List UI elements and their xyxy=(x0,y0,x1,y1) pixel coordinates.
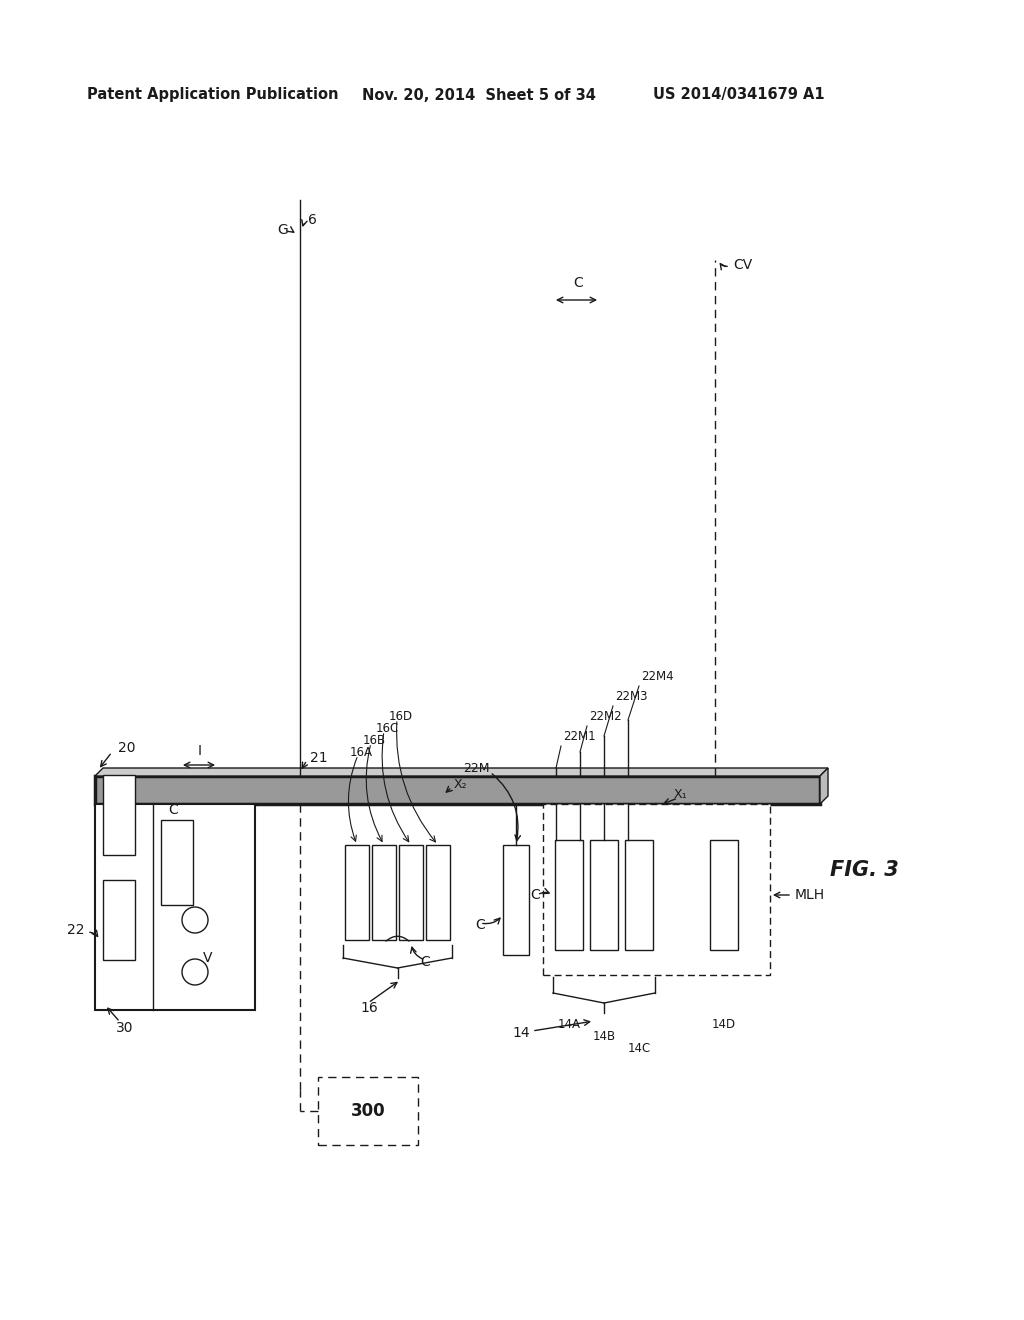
Bar xyxy=(103,880,135,960)
Text: FIG. 3: FIG. 3 xyxy=(830,861,899,880)
Text: C: C xyxy=(168,803,178,817)
Text: CV: CV xyxy=(733,257,753,272)
Text: C: C xyxy=(475,917,485,932)
Text: MLH: MLH xyxy=(795,888,825,902)
Text: 20: 20 xyxy=(118,741,135,755)
Text: C: C xyxy=(420,954,430,969)
Bar xyxy=(161,820,193,906)
Text: I: I xyxy=(198,744,202,758)
Text: 16A: 16A xyxy=(350,746,373,759)
Bar xyxy=(503,845,529,954)
Bar xyxy=(590,840,618,950)
Bar xyxy=(555,840,583,950)
Text: 14B: 14B xyxy=(593,1031,615,1044)
Text: 14: 14 xyxy=(512,1026,530,1040)
Text: 21: 21 xyxy=(310,751,328,766)
Polygon shape xyxy=(820,768,828,804)
Circle shape xyxy=(182,960,208,985)
Text: Nov. 20, 2014  Sheet 5 of 34: Nov. 20, 2014 Sheet 5 of 34 xyxy=(362,87,596,103)
Bar xyxy=(543,804,770,975)
Bar xyxy=(95,776,820,804)
Text: US 2014/0341679 A1: US 2014/0341679 A1 xyxy=(653,87,824,103)
Text: 30: 30 xyxy=(117,1020,134,1035)
Bar xyxy=(318,1077,418,1144)
Text: X₂: X₂ xyxy=(454,779,468,792)
Text: 16D: 16D xyxy=(389,710,413,722)
Text: 14C: 14C xyxy=(628,1043,650,1056)
Text: 22M1: 22M1 xyxy=(563,730,596,742)
Text: Patent Application Publication: Patent Application Publication xyxy=(87,87,339,103)
Bar xyxy=(710,840,738,950)
Polygon shape xyxy=(95,768,828,776)
Bar xyxy=(372,845,396,940)
Text: 16: 16 xyxy=(360,1001,378,1015)
Bar xyxy=(399,845,423,940)
Text: C: C xyxy=(530,888,540,902)
Bar xyxy=(426,845,450,940)
Text: 16B: 16B xyxy=(362,734,386,747)
Text: 22: 22 xyxy=(68,923,85,937)
Text: V: V xyxy=(203,950,213,965)
Text: G: G xyxy=(278,223,288,238)
Text: C: C xyxy=(573,276,583,290)
Text: 14D: 14D xyxy=(712,1019,736,1031)
Text: 22M: 22M xyxy=(464,762,490,775)
Text: 22M3: 22M3 xyxy=(615,689,647,702)
Bar xyxy=(103,775,135,855)
Text: 16C: 16C xyxy=(376,722,399,734)
Bar xyxy=(345,845,369,940)
Text: 14A: 14A xyxy=(557,1019,581,1031)
Circle shape xyxy=(182,907,208,933)
Text: 300: 300 xyxy=(350,1102,385,1119)
Text: X₁: X₁ xyxy=(673,788,687,801)
Text: 6: 6 xyxy=(308,213,316,227)
Text: 22M4: 22M4 xyxy=(641,669,674,682)
Text: 22M2: 22M2 xyxy=(589,710,622,722)
Bar xyxy=(625,840,653,950)
Bar xyxy=(95,804,255,1010)
